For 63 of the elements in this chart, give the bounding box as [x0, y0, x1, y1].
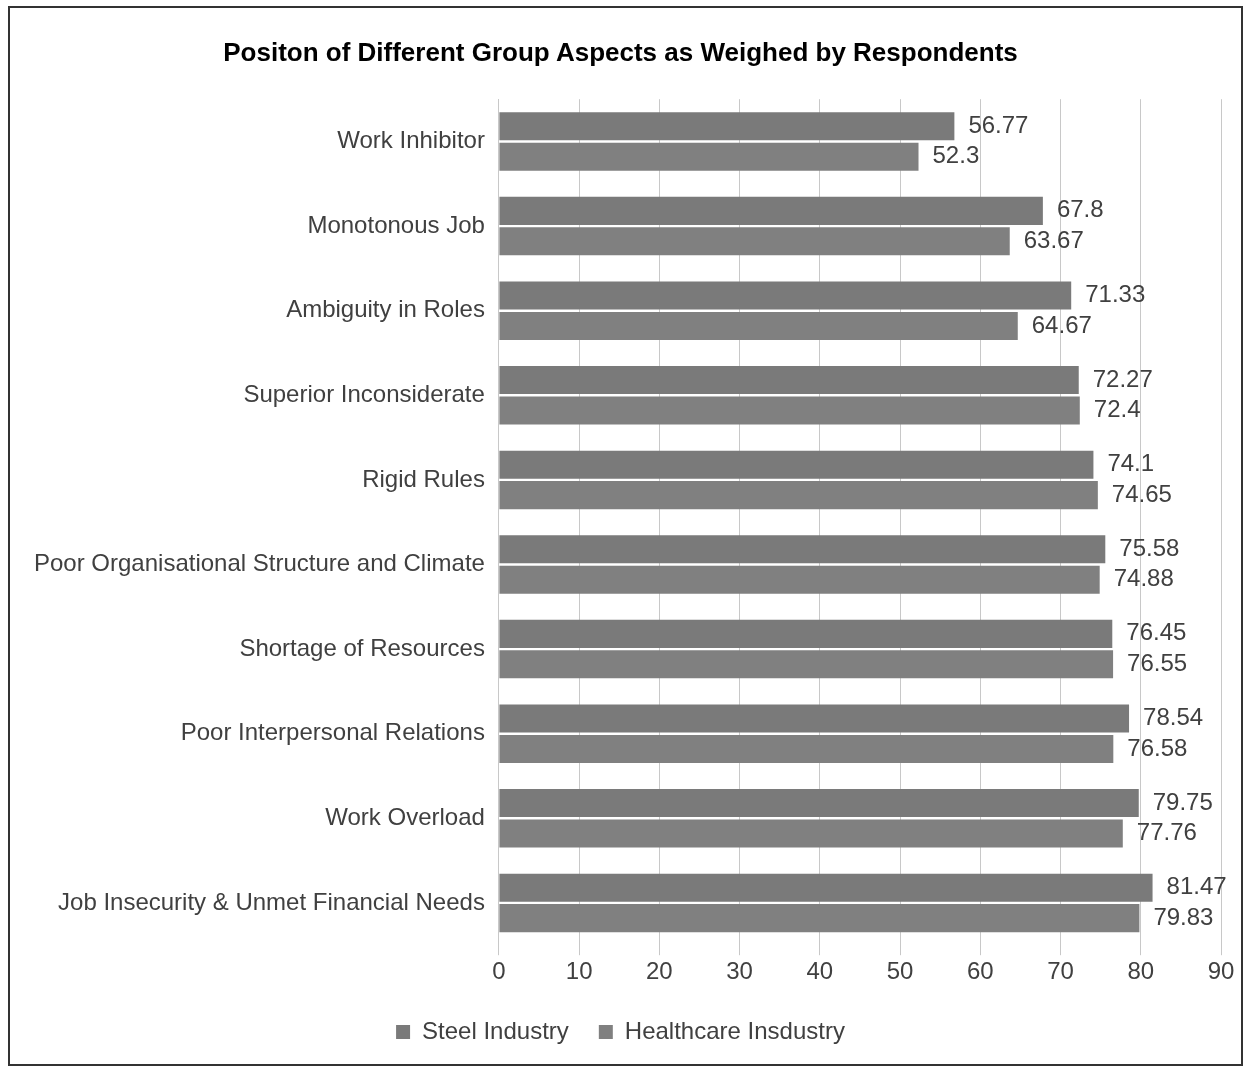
bar: [499, 142, 919, 171]
x-tick-label: 80: [1127, 957, 1155, 985]
data-label: 78.54: [1143, 703, 1204, 731]
bar: [499, 650, 1114, 679]
data-label: 79.83: [1153, 902, 1214, 930]
data-label: 56.77: [968, 110, 1029, 138]
y-tick-label: Ambiguity in Roles: [286, 295, 485, 323]
x-tick-label: 10: [565, 957, 593, 985]
y-tick-label: Rigid Rules: [362, 464, 485, 492]
bar: [499, 366, 1079, 395]
bar: [499, 619, 1113, 648]
bar: [499, 565, 1100, 594]
data-label: 72.4: [1093, 395, 1141, 423]
x-tick-label: 50: [886, 957, 914, 985]
data-label: 64.67: [1031, 310, 1092, 338]
bar: [499, 112, 955, 141]
data-label: 71.33: [1085, 280, 1146, 308]
y-tick-label: Poor Organisational Structure and Climate: [34, 549, 485, 577]
x-tick-label: 60: [966, 957, 994, 985]
data-label: 63.67: [1023, 225, 1084, 253]
bar: [499, 873, 1153, 902]
bar: [499, 227, 1010, 256]
bar: [499, 704, 1130, 733]
data-label: 72.27: [1092, 364, 1153, 392]
data-label: 52.3: [932, 141, 980, 169]
legend-label: Steel Industry: [422, 1016, 569, 1044]
data-label: 74.1: [1107, 449, 1155, 477]
data-label: 79.75: [1152, 787, 1213, 815]
y-tick-label: Superior Inconsiderate: [243, 379, 485, 407]
y-tick-label: Poor Interpersonal Relations: [180, 718, 485, 746]
x-tick-label: 70: [1047, 957, 1074, 985]
x-tick-label: 40: [806, 957, 834, 985]
bar: [499, 311, 1018, 340]
bar: [499, 789, 1139, 818]
bar: [499, 481, 1098, 510]
y-tick-label: Shortage of Resources: [239, 633, 485, 661]
data-label: 77.76: [1136, 818, 1197, 846]
data-label: 75.58: [1119, 533, 1180, 561]
bar: [499, 734, 1114, 763]
bar: [499, 196, 1043, 225]
data-label: 74.88: [1113, 564, 1174, 592]
y-tick-label: Job Insecurity & Unmet Financial Needs: [58, 887, 485, 915]
bar: [499, 396, 1080, 425]
y-tick-label: Work Overload: [325, 802, 485, 830]
data-label: 76.58: [1127, 733, 1188, 761]
data-label: 81.47: [1166, 872, 1227, 900]
data-label: 74.65: [1111, 479, 1172, 507]
x-tick-label: 90: [1207, 957, 1235, 985]
x-tick-label: 0: [492, 957, 506, 985]
legend-label: Healthcare Insdustry: [624, 1016, 845, 1044]
bar: [499, 904, 1140, 933]
bar: [499, 281, 1072, 310]
data-label: 76.55: [1127, 648, 1188, 676]
data-label: 76.45: [1126, 618, 1187, 646]
data-label: 67.8: [1056, 195, 1104, 223]
bar: [499, 819, 1123, 848]
bar: [499, 450, 1094, 479]
bar: [499, 535, 1106, 564]
y-tick-label: Monotonous Job: [307, 210, 485, 238]
y-tick-label: Work Inhibitor: [337, 126, 485, 154]
x-tick-label: 20: [646, 957, 673, 985]
chart-title: Positon of Different Group Aspects as Weighed by Respondents: [223, 36, 1018, 67]
x-tick-label: 30: [726, 957, 753, 985]
